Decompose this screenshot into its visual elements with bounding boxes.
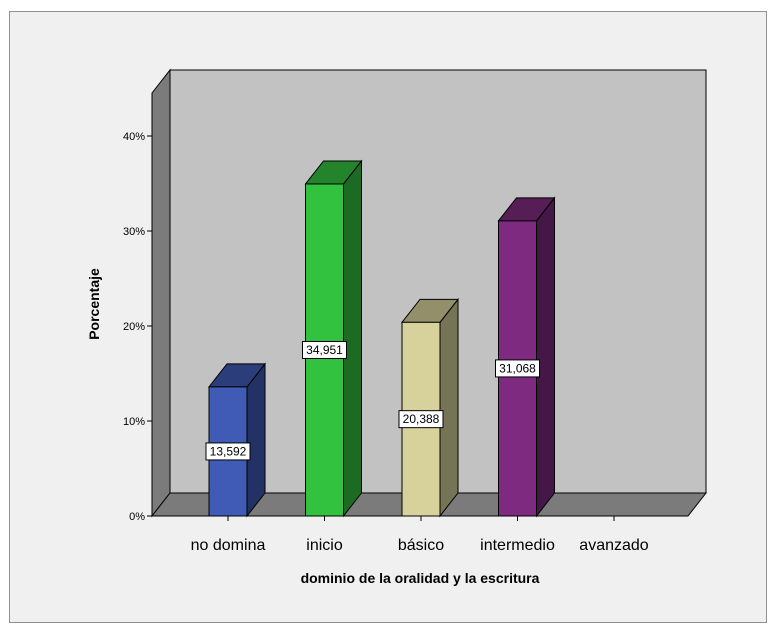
bar-side [246,362,266,518]
y-tick-label: 40% [123,131,145,143]
bar-group: 20,388 [398,297,460,518]
bar-side [343,159,362,518]
y-axis: 0% 10% 20% 30% 40% [123,131,152,523]
bars: 13,592 34,951 20,388 31,068 [205,159,556,518]
side-wall [151,68,171,518]
bar-group: 13,592 [205,362,267,518]
x-axis-title: dominio de la oralidad y la escritura [301,570,540,586]
y-axis-title: Porcentaje [86,268,102,340]
x-tick-label: avanzado [579,537,648,554]
y-tick-label: 10% [123,416,145,428]
y-tick-label: 0% [129,511,145,523]
data-label-box [398,410,444,429]
data-label-box [205,442,251,461]
x-tick-label: intermedio [480,537,555,554]
data-label-box [495,359,540,378]
bar-side [439,297,459,518]
y-tick-label: 20% [123,321,145,333]
data-label: 13,592 [210,444,247,458]
data-label: 20,388 [403,412,440,426]
data-label: 34,951 [306,343,343,357]
data-label-box [302,340,347,359]
x-tick-label: no domina [191,537,266,554]
bar-group: 34,951 [302,159,363,518]
data-label: 31,068 [499,361,536,375]
x-tick-label: inicio [306,537,343,554]
x-axis: no domina inicio básico intermedio avanzado [191,516,649,554]
x-tick-label: básico [398,537,444,554]
bar-group: 31,068 [495,196,556,518]
bar-side [536,196,555,518]
y-tick-label: 30% [123,226,145,238]
